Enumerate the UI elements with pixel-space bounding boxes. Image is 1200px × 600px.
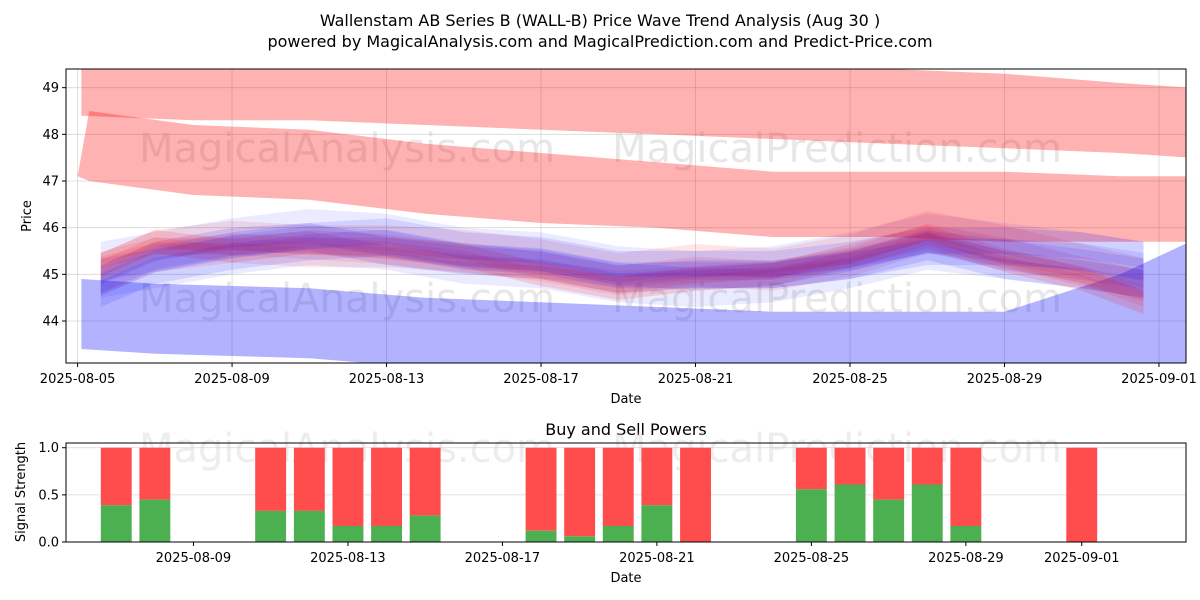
price-y-tick-label: 47: [42, 175, 59, 190]
buy-sell-plot-area: [100, 447, 1098, 542]
wave-band-4: [100, 209, 1144, 307]
watermark-mid-left: MagicalAnalysis.com: [139, 276, 555, 322]
price-y-tick-label: 46: [42, 221, 59, 236]
watermark-top-right: MagicalPrediction.com: [612, 126, 1062, 172]
wave-band-1: [100, 228, 1144, 302]
price-axes: 2025-08-05 2025-08-09 2025-08-13 2025-08-17…: [40, 81, 1197, 387]
sell-bar: [950, 447, 982, 526]
buy-sell-x-tick-label: 2025-08-17: [465, 551, 541, 566]
sell-bar: [602, 447, 634, 526]
price-plot-frame: [65, 68, 1187, 364]
buy-bar: [911, 484, 943, 542]
sell-bar: [525, 447, 557, 531]
sell-bar: [255, 447, 287, 511]
buy-sell-x-tick-label: 2025-08-13: [310, 551, 386, 566]
buy-sell-y-tick-label: 0.0: [38, 536, 59, 551]
buy-bar: [332, 526, 364, 542]
price-y-tick-label: 45: [42, 268, 59, 283]
buy-bar: [293, 510, 325, 542]
buy-bar: [255, 510, 287, 542]
price-grid: [66, 69, 1186, 363]
sell-bar: [409, 447, 441, 516]
price-x-tick-label: 2025-08-25: [812, 372, 888, 387]
buy-bar: [641, 505, 673, 542]
chart-title-line1: Wallenstam AB Series B (WALL-B) Price Wa…: [320, 11, 880, 30]
wave-core-4: [100, 225, 1144, 291]
buy-bar: [873, 499, 905, 542]
sell-bar: [795, 447, 827, 490]
wave-band-5: [100, 225, 1144, 314]
wave-core-6: [100, 229, 1144, 296]
sell-bar: [564, 447, 596, 537]
price-x-tick-label: 2025-08-13: [349, 372, 425, 387]
buy-bar: [409, 515, 441, 542]
sell-bar: [680, 447, 711, 542]
price-y-tick-label: 44: [42, 315, 59, 330]
wave-core-3: [100, 223, 1144, 288]
price-y-tick-label: 48: [42, 128, 59, 143]
price-x-tick-label: 2025-08-09: [194, 372, 270, 387]
price-y-tick-label: 49: [42, 81, 59, 96]
buy-bar: [950, 526, 982, 542]
buy-bar: [564, 536, 596, 542]
sell-bar: [1066, 447, 1098, 542]
buy-sell-y-axis-label: Signal Strength: [14, 442, 29, 542]
buy-sell-x-axis-label: Date: [610, 571, 641, 586]
buy-bar: [602, 526, 634, 542]
price-x-tick-label: 2025-08-21: [658, 372, 734, 387]
sell-bar: [100, 447, 132, 506]
buy-bar: [139, 499, 171, 542]
price-x-axis-label: Date: [610, 392, 641, 407]
buy-bar: [795, 489, 827, 542]
price-panel: MagicalAnalysis.com MagicalPrediction.co…: [20, 68, 1197, 407]
chart-title-line2: powered by MagicalAnalysis.com and Magic…: [267, 32, 932, 51]
buy-bar: [100, 505, 132, 542]
watermark-top-left: MagicalAnalysis.com: [139, 126, 555, 172]
price-x-tick-label: 2025-08-29: [967, 372, 1043, 387]
wave-band-2: [100, 223, 1144, 298]
price-x-tick-label: 2025-08-05: [40, 372, 116, 387]
sell-bar: [371, 447, 402, 526]
wave-core-5: [100, 232, 1144, 307]
sell-bar: [873, 447, 905, 500]
buy-sell-y-tick-label: 0.5: [38, 488, 59, 503]
lower-blue-band: [81, 243, 1186, 363]
buy-sell-x-tick-label: 2025-08-25: [774, 551, 850, 566]
buy-sell-plot-frame: [65, 442, 1187, 543]
price-x-tick-label: 2025-08-17: [503, 372, 579, 387]
buy-sell-x-tick-label: 2025-08-29: [928, 551, 1004, 566]
buy-bar: [834, 484, 866, 542]
price-y-axis-label: Price: [20, 200, 35, 232]
buy-sell-axes: 0.0 0.5 1.0 2025-08-09 2025-08-13 2025-08-17 2…: [38, 441, 1119, 566]
price-x-tick-label: 2025-09-01: [1121, 372, 1197, 387]
sell-bar: [911, 447, 943, 485]
sell-bar: [834, 447, 866, 485]
buy-sell-panel: Buy and Sell Powers MagicalAnalysis.com …: [14, 420, 1187, 586]
sell-bar: [332, 447, 364, 526]
buy-sell-x-tick-label: 2025-09-01: [1044, 551, 1120, 566]
sell-bar: [641, 447, 673, 506]
price-plot-area: [77, 69, 1186, 363]
wave-core-2: [100, 231, 1144, 290]
buy-bar: [525, 530, 557, 542]
watermark-mid-right: MagicalPrediction.com: [612, 276, 1062, 322]
sell-bar: [139, 447, 171, 500]
buy-sell-x-tick-label: 2025-08-21: [619, 551, 695, 566]
wave-core-1: [100, 233, 1144, 297]
sell-bar: [293, 447, 325, 511]
wave-band-3: [100, 211, 1144, 300]
buy-bar: [371, 526, 402, 542]
buy-sell-x-tick-label: 2025-08-09: [156, 551, 232, 566]
middle-red-band: [77, 111, 1186, 242]
wave-band-6: [100, 218, 1144, 307]
buy-sell-y-tick-label: 1.0: [38, 441, 59, 456]
upper-red-band: [81, 69, 1186, 158]
buy-sell-title: Buy and Sell Powers: [545, 420, 707, 439]
